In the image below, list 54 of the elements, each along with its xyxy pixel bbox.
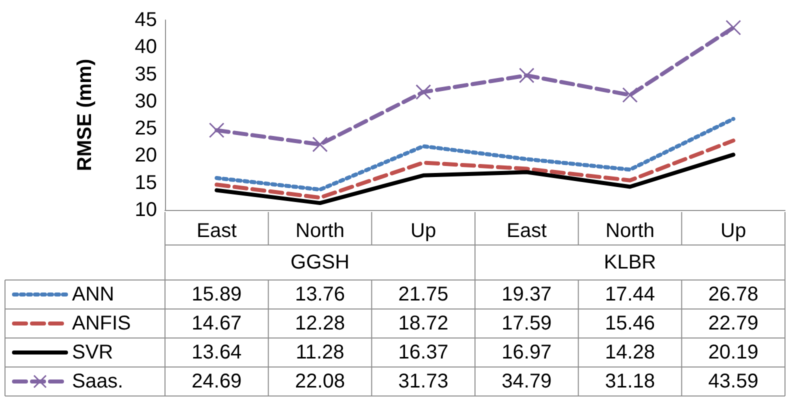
legend-label: ANFIS bbox=[72, 312, 131, 334]
data-label: 15.89 bbox=[192, 284, 242, 306]
data-label: 16.97 bbox=[502, 342, 552, 364]
x-tick-label: East bbox=[196, 220, 238, 242]
data-label: 31.18 bbox=[604, 370, 656, 392]
y-tick-label: 15 bbox=[134, 172, 157, 194]
legend-label: SVR bbox=[72, 342, 114, 364]
data-label: 22.79 bbox=[708, 312, 758, 334]
y-tick-label: 10 bbox=[134, 199, 157, 221]
y-tick-label: 40 bbox=[134, 36, 157, 58]
data-label: 12.28 bbox=[294, 312, 346, 334]
data-label: 17.59 bbox=[502, 312, 552, 334]
line-series bbox=[214, 116, 736, 192]
y-tick-label: 30 bbox=[134, 90, 157, 112]
y-tick-label: 45 bbox=[134, 9, 157, 31]
data-label: 14.67 bbox=[192, 312, 242, 334]
text: KLBR bbox=[604, 252, 656, 274]
y-axis-title: RMSE (mm) bbox=[74, 58, 96, 172]
data-label: 18.72 bbox=[398, 312, 448, 334]
line-series bbox=[214, 152, 736, 206]
point bbox=[208, 122, 224, 138]
data-label: 14.28 bbox=[604, 342, 656, 364]
text: GGSH bbox=[290, 252, 350, 274]
data-label: 20.19 bbox=[708, 342, 758, 364]
data-label: 13.64 bbox=[192, 342, 242, 364]
point bbox=[622, 87, 638, 103]
point bbox=[726, 20, 742, 36]
y-tick-label: 20 bbox=[134, 144, 157, 167]
data-label: 31.73 bbox=[398, 370, 448, 392]
data-label: 26.78 bbox=[708, 284, 758, 306]
x-tick-label: North bbox=[606, 220, 654, 242]
data-label: 19.37 bbox=[502, 284, 552, 306]
x-tick-label: North bbox=[296, 220, 344, 242]
legend-label: ANN bbox=[72, 284, 114, 306]
point bbox=[518, 68, 534, 84]
data-label: 16.37 bbox=[398, 342, 448, 364]
x-tick-label: Up bbox=[410, 220, 436, 242]
x-tick-label: Up bbox=[720, 220, 746, 242]
y-tick-label: 35 bbox=[134, 63, 157, 86]
x-tick-label: East bbox=[506, 220, 548, 242]
data-label: 24.69 bbox=[192, 370, 242, 392]
data-label: 17.44 bbox=[604, 284, 656, 306]
data-label: 21.75 bbox=[398, 284, 448, 306]
data-label: 13.76 bbox=[294, 284, 346, 306]
data-label: 11.28 bbox=[296, 342, 344, 364]
line-series bbox=[214, 138, 736, 200]
point bbox=[416, 84, 432, 100]
data-label: 15.46 bbox=[604, 312, 656, 334]
legend-label: Saas. bbox=[72, 370, 124, 392]
data-label: 22.08 bbox=[294, 370, 346, 392]
point bbox=[312, 136, 328, 152]
data-label: 34.79 bbox=[502, 370, 552, 392]
data-label: 43.59 bbox=[708, 370, 758, 392]
y-tick-label: 25 bbox=[134, 118, 157, 140]
